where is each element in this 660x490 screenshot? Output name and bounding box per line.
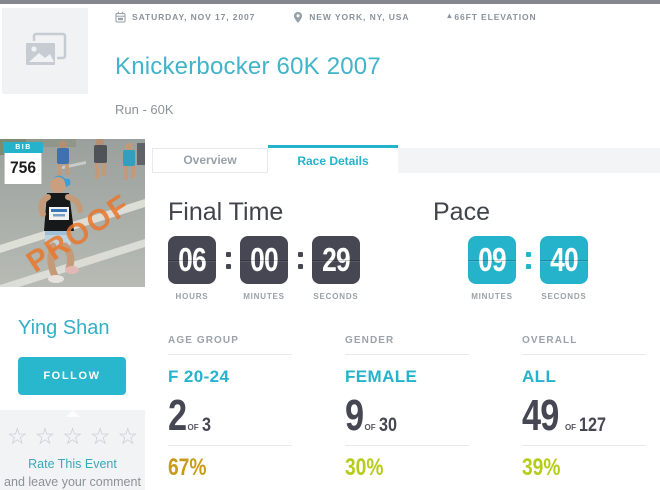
- rate-event-link[interactable]: Rate This Event: [28, 457, 117, 471]
- bib-number: 756: [4, 153, 42, 184]
- star-icon[interactable]: ☆: [117, 423, 146, 449]
- pace-seconds: 40 SECONDS: [540, 236, 588, 301]
- percent-block: 30%: [345, 445, 469, 482]
- event-logo-placeholder: [2, 8, 88, 94]
- final-time-seconds: 29 SECONDS: [312, 236, 360, 301]
- star-rating[interactable]: ☆☆☆☆☆: [0, 423, 145, 450]
- bib-label: BIB: [3, 142, 43, 153]
- event-location-label: NEW YORK, NY, USA: [309, 12, 410, 22]
- flip-box: 40: [540, 236, 588, 284]
- flip-box: 00: [240, 236, 288, 284]
- bib-card: BIB 756: [3, 142, 43, 184]
- flip-box: 29: [312, 236, 360, 284]
- time-section: Final Time 06 HOURS 00 MINUTES 29 SECOND…: [168, 198, 588, 301]
- percent-block: 67%: [168, 445, 292, 482]
- rank-row: 2 OF 3: [168, 390, 211, 440]
- tab-overview[interactable]: Overview: [152, 148, 268, 173]
- stat-gender: GENDER FEMALE 9 OF 30 30%: [345, 335, 469, 482]
- event-header-content: SATURDAY, NOV 17, 2007 NEW YORK, NY, USA…: [115, 9, 650, 118]
- star-icon[interactable]: ☆: [89, 423, 118, 449]
- tab-bar-filler: [398, 148, 660, 173]
- percent-block: 39%: [522, 445, 646, 482]
- star-icon[interactable]: ☆: [7, 423, 35, 449]
- rate-event-subtitle: and leave your comment: [4, 475, 141, 489]
- event-header: SATURDAY, NOV 17, 2007 NEW YORK, NY, USA…: [0, 4, 660, 139]
- placement-stats: AGE GROUP F 20-24 2 OF 3 67% GENDER FEMA…: [168, 335, 646, 482]
- photos-icon: [24, 32, 67, 67]
- location-pin-icon: [294, 11, 303, 23]
- event-elevation: ▴ 66FT ELEVATION: [447, 10, 537, 23]
- pace-minutes: 09 MINUTES: [468, 236, 516, 301]
- flip-box: 09: [468, 236, 516, 284]
- calendar-icon: [115, 11, 126, 23]
- event-type: Run - 60K: [115, 102, 174, 117]
- athlete-photo[interactable]: PROOF BIB 756: [0, 139, 145, 287]
- pace-clock: 09 MINUTES 40 SECONDS: [468, 236, 588, 301]
- final-time-hours: 06 HOURS: [168, 236, 216, 301]
- athlete-name: Ying Shan: [18, 317, 110, 339]
- final-time-minutes: 00 MINUTES: [240, 236, 288, 301]
- runner-photo-illustration: [0, 139, 145, 287]
- star-icon[interactable]: ☆: [62, 423, 90, 449]
- rate-event-panel: ☆☆☆☆☆ Rate This Event and leave your com…: [0, 410, 145, 490]
- rank-row: 49 OF 127: [522, 390, 607, 440]
- pace-heading: Pace: [433, 198, 490, 226]
- event-date-label: SATURDAY, NOV 17, 2007: [132, 12, 256, 22]
- colon-separator: [288, 236, 312, 284]
- event-date: SATURDAY, NOV 17, 2007: [115, 11, 255, 23]
- star-icon[interactable]: ☆: [34, 423, 63, 449]
- final-time-clock: 06 HOURS 00 MINUTES 29 SECONDS: [168, 236, 360, 301]
- stat-overall: OVERALL ALL 49 OF 127 39%: [522, 335, 646, 482]
- stat-age-group: AGE GROUP F 20-24 2 OF 3 67%: [168, 335, 292, 482]
- panel-notch: [65, 410, 80, 417]
- tab-race-details[interactable]: Race Details: [268, 145, 398, 173]
- final-time-heading: Final Time: [168, 198, 284, 226]
- athlete-sidebar: PROOF BIB 756 Ying Shan FOLLOW ☆☆☆☆☆ Rat…: [0, 139, 145, 490]
- pace-section: Pace 09 MINUTES 40 SECONDS: [433, 198, 588, 301]
- event-elevation-label: 66FT ELEVATION: [454, 12, 537, 22]
- rank-row: 9 OF 30: [345, 390, 397, 440]
- event-meta: SATURDAY, NOV 17, 2007 NEW YORK, NY, USA…: [115, 9, 650, 25]
- top-accent-strip: [0, 0, 660, 4]
- elevation-arrow-icon: ▴: [447, 10, 453, 20]
- colon-separator: [216, 236, 240, 284]
- race-results-panel: Overview Race Details Final Time 06 HOUR…: [152, 139, 660, 490]
- colon-separator: [516, 236, 540, 284]
- follow-button[interactable]: FOLLOW: [18, 357, 126, 395]
- flip-box: 06: [168, 236, 216, 284]
- page-title: Knickerbocker 60K 2007: [115, 53, 381, 80]
- event-location: NEW YORK, NY, USA: [293, 11, 409, 24]
- final-time-section: Final Time 06 HOURS 00 MINUTES 29 SECOND…: [168, 198, 360, 301]
